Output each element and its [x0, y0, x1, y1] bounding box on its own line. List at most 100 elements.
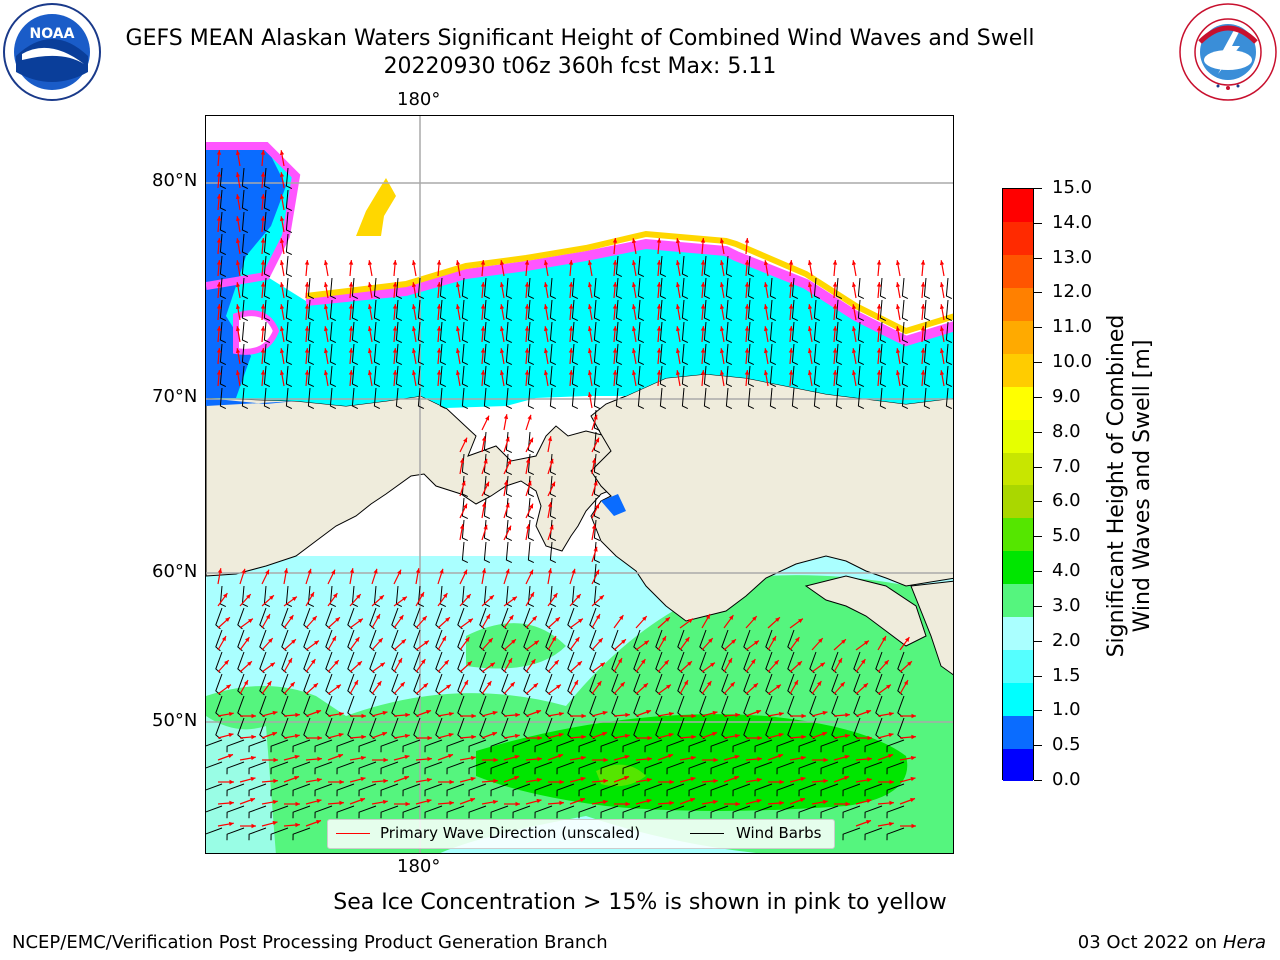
- wave-arrow-head: [581, 734, 586, 740]
- wind-barb: [248, 783, 267, 797]
- wind-barb: [439, 277, 447, 300]
- colorbar-segment: [1003, 682, 1033, 716]
- colorbar-tick: [1034, 188, 1042, 189]
- svg-text:NOAA: NOAA: [30, 26, 75, 42]
- wave-arrow-head: [216, 304, 222, 309]
- wind-barb: [285, 299, 293, 322]
- wave-arrow-head: [304, 348, 310, 353]
- wind-barb: [395, 277, 403, 300]
- wave-arrow-head: [358, 618, 363, 623]
- wind-barb: [864, 805, 883, 819]
- wind-barb: [791, 299, 799, 322]
- wave-arrow-head: [587, 348, 593, 354]
- wind-barb: [593, 343, 601, 366]
- wave-arrow-head: [555, 617, 560, 622]
- wave-arrow-head: [920, 304, 926, 309]
- wave-arrow-head: [700, 370, 706, 375]
- wind-barb: [468, 783, 487, 797]
- alaska-panhandle: [910, 580, 953, 676]
- wind-barb: [791, 277, 799, 300]
- wave-arrow-head: [467, 661, 472, 666]
- wind-barb: [923, 365, 931, 388]
- wave-arrow-head: [571, 568, 576, 574]
- wave-arrow-head: [455, 326, 461, 332]
- wind-barb: [923, 343, 931, 366]
- wind-barb: [248, 805, 267, 819]
- wave-arrow-head: [549, 524, 554, 530]
- wind-barb: [424, 761, 443, 775]
- wave-arrow-head: [763, 370, 769, 376]
- wind-barb: [373, 343, 381, 366]
- wind-barb: [512, 805, 531, 819]
- wind-barb: [248, 827, 267, 841]
- wave-arrow-head: [559, 800, 564, 806]
- wind-barb: [241, 321, 249, 344]
- wave-arrow-head: [446, 684, 451, 689]
- wave-arrow-head: [367, 326, 373, 332]
- wind-barb: [468, 761, 487, 775]
- wave-arrow-head: [920, 348, 926, 353]
- wave-arrow-head: [269, 595, 274, 600]
- wave-arrow-head: [778, 711, 784, 717]
- wave-arrow-head: [295, 712, 300, 718]
- wave-arrow-head: [911, 823, 916, 829]
- wind-barb: [725, 255, 733, 278]
- wave-arrow-head: [260, 260, 266, 265]
- wave-arrow-head: [756, 798, 762, 804]
- wave-arrow-head: [336, 684, 341, 689]
- wind-barb: [351, 365, 359, 388]
- wind-barb: [241, 343, 249, 366]
- wind-barb: [461, 497, 469, 520]
- wave-arrow-head: [404, 754, 410, 760]
- wave-arrow-head: [888, 821, 894, 827]
- wave-arrow-head: [338, 711, 344, 717]
- wind-barb: [615, 365, 623, 388]
- wave-arrow-head: [471, 734, 476, 740]
- wave-arrow-head: [279, 282, 285, 288]
- colorbar-tick: [1034, 710, 1042, 712]
- wave-arrow-head: [595, 437, 599, 443]
- wave-arrow-head: [375, 614, 380, 620]
- colorbar-segment: [1003, 517, 1033, 552]
- wave-arrow-head: [876, 326, 882, 331]
- wave-arrow-head: [543, 304, 549, 310]
- wave-arrow-head: [547, 436, 553, 442]
- wind-barb: [710, 739, 729, 753]
- wind-barb: [263, 321, 271, 344]
- wave-arrow-head: [503, 414, 509, 420]
- wave-arrow-head: [691, 713, 696, 719]
- wave-arrow-head: [807, 326, 813, 332]
- wave-arrow-head: [419, 592, 424, 598]
- wave-arrow-head: [744, 238, 750, 243]
- wave-arrow-head: [246, 594, 251, 599]
- wind-barb: [395, 343, 403, 366]
- wave-arrow-head: [683, 680, 688, 686]
- wave-arrow-head: [712, 799, 718, 805]
- wind-barb: [798, 761, 817, 775]
- wave-arrow-head: [316, 777, 322, 783]
- wind-barb: [945, 365, 953, 388]
- wind-barb: [842, 761, 861, 775]
- chart-subtitle: 20220930 t06z 360h fcst Max: 5.11: [383, 54, 777, 79]
- wave-arrow-head: [470, 798, 475, 803]
- wave-arrow-head: [492, 799, 498, 805]
- colorbar: [1002, 188, 1034, 782]
- wave-arrow-head: [436, 348, 442, 353]
- wave-arrow-head: [646, 710, 651, 715]
- colorbar-segment: [1003, 386, 1033, 420]
- wind-barb: [373, 365, 381, 388]
- wave-arrow-head: [402, 596, 407, 601]
- wave-arrow-head: [317, 756, 322, 762]
- wave-arrow-head: [568, 348, 574, 353]
- wind-barb: [593, 321, 601, 344]
- wave-arrow-head: [334, 660, 339, 665]
- wind-barb: [483, 365, 491, 388]
- wave-arrow-head: [603, 757, 608, 763]
- wind-barb: [395, 299, 403, 322]
- colorbar-tick: [1034, 571, 1042, 573]
- wave-arrow-head: [646, 777, 652, 783]
- wave-arrow-head: [719, 348, 725, 354]
- wave-arrow-head: [235, 216, 241, 222]
- wave-arrow-head: [270, 662, 275, 667]
- wind-barb: [842, 827, 861, 841]
